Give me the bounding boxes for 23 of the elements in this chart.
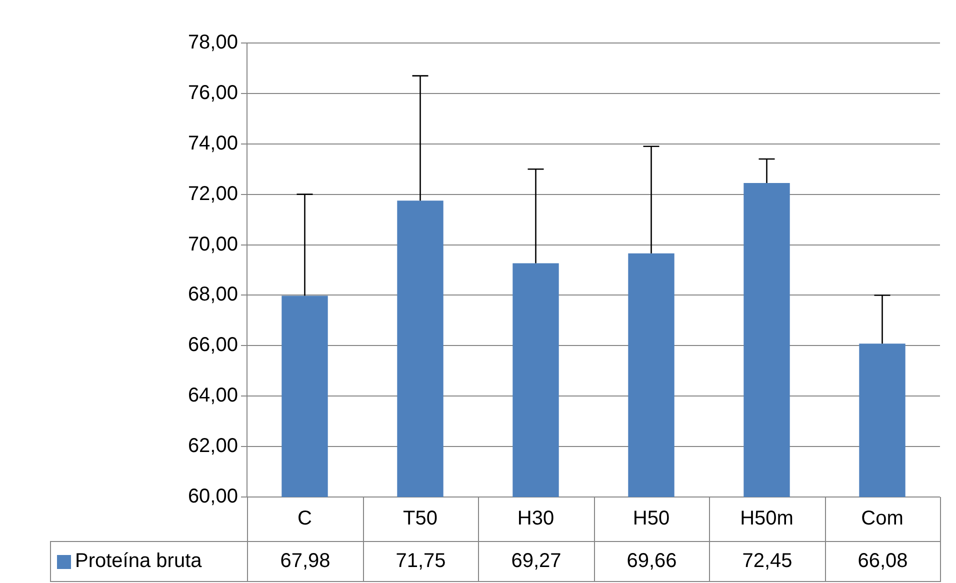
data-label: 69,27: [478, 541, 594, 582]
y-tick-label: 64,00: [188, 384, 238, 407]
data-label: 69,66: [594, 541, 710, 582]
y-tick-label: 78,00: [188, 32, 238, 54]
y-tick-label: 74,00: [188, 132, 238, 154]
y-tick-label: 76,00: [188, 82, 238, 104]
x-tick-label: H50: [632, 508, 670, 530]
data-label: 72,45: [709, 541, 826, 582]
x-tick-label: T50: [403, 508, 438, 530]
x-tick-label: C: [298, 508, 312, 530]
y-tick-label: 60,00: [188, 486, 238, 508]
x-tick-label: H50m: [740, 508, 794, 530]
x-tick-label: H30: [517, 508, 554, 530]
y-tick-label: 72,00: [188, 182, 238, 205]
data-label: 66,08: [824, 541, 941, 582]
y-tick-label: 68,00: [188, 284, 238, 306]
y-tick-label: 62,00: [188, 435, 238, 458]
y-tick-label: 70,00: [188, 233, 238, 256]
data-label: 71,75: [362, 541, 479, 582]
data-label: 67,98: [247, 541, 364, 582]
x-tick-label: Com: [861, 508, 904, 530]
y-tick-label: 66,00: [188, 334, 238, 356]
legend-label: Proteína bruta: [75, 550, 202, 573]
